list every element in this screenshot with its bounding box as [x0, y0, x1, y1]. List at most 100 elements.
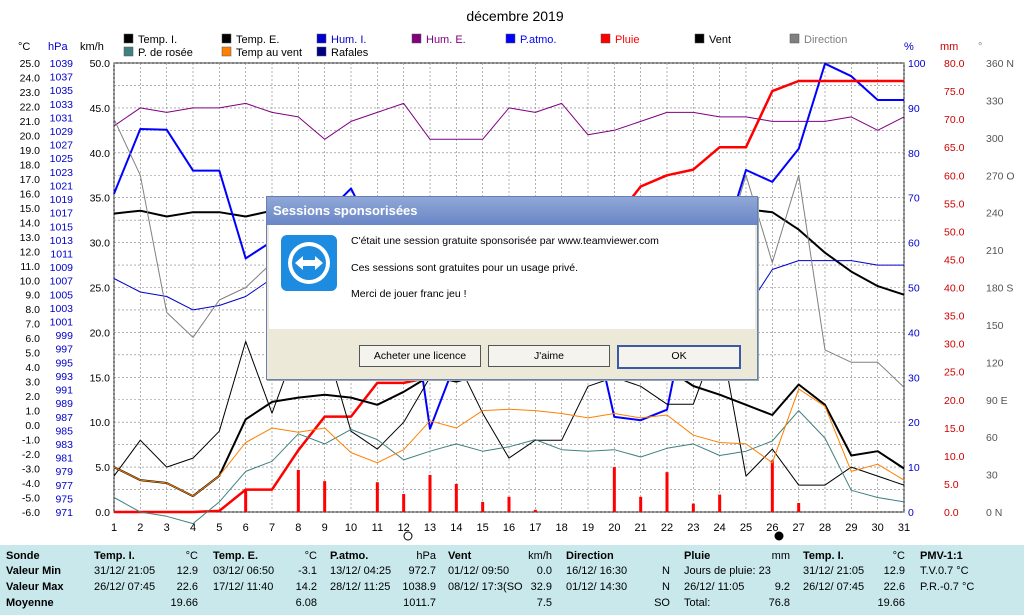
- row-label-min: Valeur Min: [6, 565, 62, 577]
- temp-tick-label: 16.0: [20, 188, 41, 200]
- legend-swatch: [316, 46, 327, 57]
- temp-tick-label: 23.0: [20, 87, 41, 99]
- min-date: 31/12/ 21:05: [94, 565, 156, 577]
- hpa-tick-label: 1009: [50, 262, 74, 274]
- legend-label: Temp au vent: [236, 47, 302, 59]
- hpa-tick-label: 1013: [50, 235, 74, 247]
- x-tick-label: 28: [819, 522, 831, 534]
- max-date: 08/12/ 17:3(SO: [448, 581, 523, 593]
- stats-col-temp-int: Temp. I. °C 31/12/ 21:05 12.9 26/12/ 07:…: [94, 545, 204, 615]
- legend-label: Direction: [804, 34, 847, 46]
- x-tick-label: 20: [608, 522, 620, 534]
- ok-button[interactable]: OK: [617, 345, 741, 369]
- hpa-tick-label: 979: [55, 466, 73, 478]
- temp-tick-label: 8.0: [25, 304, 40, 316]
- max-date: 26/12/ 07:45: [94, 581, 156, 593]
- marker-filled-icon: [774, 531, 784, 541]
- unit-mm: mm: [940, 41, 958, 53]
- min-value: 12.9: [883, 565, 905, 577]
- hpa-tick-label: 1025: [50, 153, 74, 165]
- hpa-tick-label: 1011: [50, 248, 73, 260]
- kmh-tick-label: 10.0: [90, 417, 111, 429]
- rain-bar: [507, 496, 511, 512]
- col-header: Temp. I.: [803, 550, 844, 562]
- mm-tick-label: 5.0: [944, 479, 959, 491]
- chart-title: décembre 2019: [466, 8, 564, 24]
- buy-licence-button[interactable]: Acheter une licence: [359, 345, 481, 367]
- temp-tick-label: 3.0: [25, 377, 40, 389]
- rain-bar: [639, 496, 643, 512]
- mm-tick-label: 15.0: [944, 423, 965, 435]
- min-date: 31/12/ 21:05: [803, 565, 865, 577]
- x-tick-label: 12: [398, 522, 410, 534]
- max-date: 26/12/ 11:05: [684, 581, 745, 593]
- stats-col-pressure: P.atmo. hPa 13/12/ 04:25 972.7 28/12/ 11…: [330, 545, 440, 615]
- col-header: Direction: [566, 550, 614, 562]
- hpa-tick-label: 977: [55, 480, 73, 492]
- max-value: 1038.9: [402, 581, 436, 593]
- temp-tick-label: 4.0: [25, 362, 40, 374]
- col-unit: °C: [892, 550, 905, 562]
- row-label-sonde: Sonde: [6, 550, 40, 562]
- rain-bar: [797, 503, 801, 512]
- col-header: PMV-1:1: [920, 550, 963, 562]
- hpa-tick-label: 1007: [50, 276, 74, 288]
- max-date: 28/12/ 11:25: [330, 581, 391, 593]
- x-tick-label: 2: [137, 522, 143, 534]
- x-tick-label: 1: [111, 522, 117, 534]
- temp-tick-label: -3.0: [22, 464, 40, 476]
- pmv-pr: P.R.-0.7 °C: [920, 581, 975, 593]
- x-tick-label: 14: [450, 522, 462, 534]
- x-tick-label: 15: [477, 522, 489, 534]
- rain-bar: [533, 509, 537, 512]
- col-header: Pluie: [684, 550, 711, 562]
- hpa-tick-label: 993: [55, 371, 73, 383]
- temp-tick-label: 1.0: [25, 406, 40, 418]
- avg-value: 19.66: [170, 597, 198, 609]
- dialog-body: C'était une session gratuite sponsorisée…: [269, 225, 755, 329]
- x-tick-label: 23: [687, 522, 699, 534]
- unit-temp: °C: [18, 41, 30, 53]
- x-tick-label: 5: [216, 522, 222, 534]
- rain-bar: [296, 469, 300, 512]
- avg-value: 1011.7: [403, 597, 436, 609]
- min-value: 972.7: [408, 565, 436, 577]
- min-date: 16/12/ 16:30: [566, 565, 628, 577]
- col-unit: hPa: [416, 550, 436, 562]
- temp-tick-label: -4.0: [22, 478, 40, 490]
- hpa-tick-label: 1029: [50, 126, 74, 138]
- like-button[interactable]: J'aime: [488, 345, 610, 367]
- x-tick-label: 24: [714, 522, 726, 534]
- mm-tick-label: 50.0: [944, 226, 965, 238]
- x-tick-label: 25: [740, 522, 752, 534]
- pct-tick-label: 50: [908, 283, 920, 295]
- max-value: 32.9: [530, 581, 552, 593]
- avg-value: SO: [654, 597, 670, 609]
- stats-col-temp-int-2: Temp. I. °C 31/12/ 21:05 12.9 26/12/ 07:…: [803, 545, 911, 615]
- deg-tick-label: 150: [986, 320, 1004, 332]
- axis-unit-labels: °C hPa km/h % mm °: [18, 41, 982, 53]
- x-tick-label: 13: [424, 522, 436, 534]
- temp-tick-label: 9.0: [25, 290, 40, 302]
- dialog-title[interactable]: Sessions sponsorisées: [267, 197, 757, 225]
- temp-tick-label: 13.0: [20, 232, 41, 244]
- kmh-tick-label: 20.0: [90, 327, 111, 339]
- rain-bar: [375, 482, 379, 512]
- x-tick-label: 22: [661, 522, 673, 534]
- pct-tick-label: 60: [908, 238, 920, 250]
- pmv-tv: T.V.0.7 °C: [920, 565, 969, 577]
- temp-tick-label: 0.0: [25, 420, 40, 432]
- x-tick-label: 3: [164, 522, 170, 534]
- legend-label: Hum. I.: [331, 34, 366, 46]
- deg-tick-label: 180 S: [986, 283, 1013, 295]
- kmh-tick-label: 35.0: [90, 193, 111, 205]
- rain-bar: [612, 467, 616, 512]
- temp-tick-label: 5.0: [25, 348, 40, 360]
- mm-tick-label: 40.0: [944, 283, 965, 295]
- legend-label: Pluie: [615, 34, 639, 46]
- deg-tick-label: 0 N: [986, 507, 1002, 519]
- hpa-tick-label: 987: [55, 412, 73, 424]
- stats-col-rain: Pluie mm Jours de pluie: 23 26/12/ 11:05…: [684, 545, 794, 615]
- legend-swatch: [316, 33, 327, 44]
- min-value: N: [662, 565, 670, 577]
